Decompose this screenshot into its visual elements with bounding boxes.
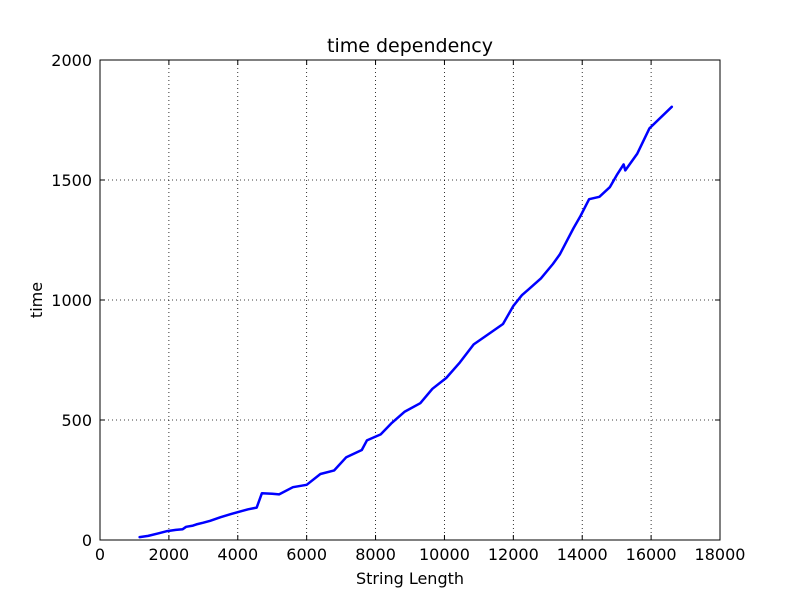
x-tick-label: 8000 [355, 545, 396, 564]
y-tick-labels: 0 500 1000 1500 2000 [51, 51, 92, 550]
x-tick-label: 4000 [217, 545, 258, 564]
grid [100, 60, 720, 540]
y-tick-label: 0 [82, 531, 92, 550]
x-tick-label: 0 [95, 545, 105, 564]
series-layer [138, 105, 674, 539]
x-axis-label: String Length [356, 569, 464, 588]
y-tick-label: 500 [61, 411, 92, 430]
chart-title: time dependency [327, 35, 493, 57]
y-axis-label: time [27, 282, 46, 318]
x-tick-label: 2000 [149, 545, 190, 564]
series-line-0 [138, 105, 674, 539]
y-tick-label: 1500 [51, 171, 92, 190]
x-tick-label: 12000 [488, 545, 539, 564]
y-tick-label: 2000 [51, 51, 92, 70]
x-tick-label: 14000 [557, 545, 608, 564]
ticks [99, 59, 721, 541]
x-tick-label: 10000 [419, 545, 470, 564]
x-tick-label: 6000 [286, 545, 327, 564]
x-tick-label: 18000 [695, 545, 746, 564]
y-tick-label: 1000 [51, 291, 92, 310]
x-tick-labels: 0 2000 4000 6000 8000 10000 12000 14000 16000 180… [95, 545, 746, 564]
x-tick-label: 16000 [626, 545, 677, 564]
